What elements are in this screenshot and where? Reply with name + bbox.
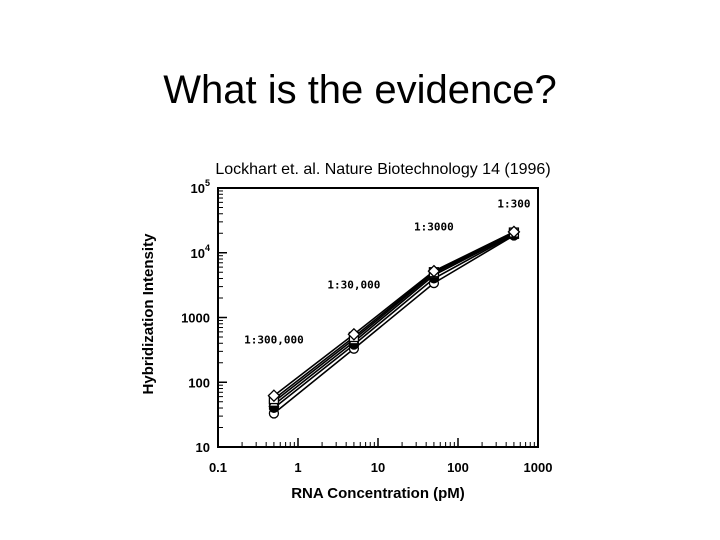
x-tick-labels: 0.1 1 10 100 1000 [209,460,553,475]
y-tick-base: 10 [191,246,205,261]
data-point-diamond [427,264,441,278]
x-tick-label: 1000 [524,460,553,475]
dilution-label: 1:300 [497,197,530,210]
series-markers [267,225,521,419]
dilution-label: 1:30,000 [327,279,380,292]
dilution-annotations: 1:300 1:3000 1:30,000 1:300,000 [244,197,530,346]
citation-caption: Lockhart et. al. Nature Biotechnology 14… [215,161,551,178]
y-tick-base: 1000 [181,311,210,326]
x-tick-label: 10 [371,460,385,475]
data-point-diamond [347,327,361,341]
y-tick-label: 100 [188,375,210,390]
y-tick-exponent: 5 [205,178,210,188]
series-line [273,233,515,406]
y-tick-label: 104 [191,243,210,261]
series-line [273,231,515,400]
x-axis-title: RNA Concentration (pM) [291,485,465,502]
y-tick-label: 10 [196,440,210,455]
series-line [273,231,515,397]
y-tick-label: 1000 [181,311,210,326]
series-lines [273,231,515,415]
minor-ticks [218,190,535,447]
slide-title: What is the evidence? [163,68,557,112]
dilution-label: 1:300,000 [244,333,304,346]
y-tick-base: 100 [188,375,210,390]
y-tick-exponent: 4 [205,243,210,253]
series-line [273,232,515,403]
x-tick-label: 1 [294,460,301,475]
y-tick-label: 105 [191,178,210,196]
series-line [273,234,515,415]
series-line [273,233,515,409]
data-point-diamond [267,389,281,403]
y-tick-base: 10 [196,440,210,455]
major-ticks [217,187,539,448]
data-point-diamond [507,225,521,239]
y-tick-base: 10 [191,181,205,196]
y-axis-title: Hybridization Intensity [140,233,157,395]
x-tick-label: 0.1 [209,460,227,475]
x-tick-label: 100 [447,460,469,475]
dilution-label: 1:3000 [414,221,454,234]
